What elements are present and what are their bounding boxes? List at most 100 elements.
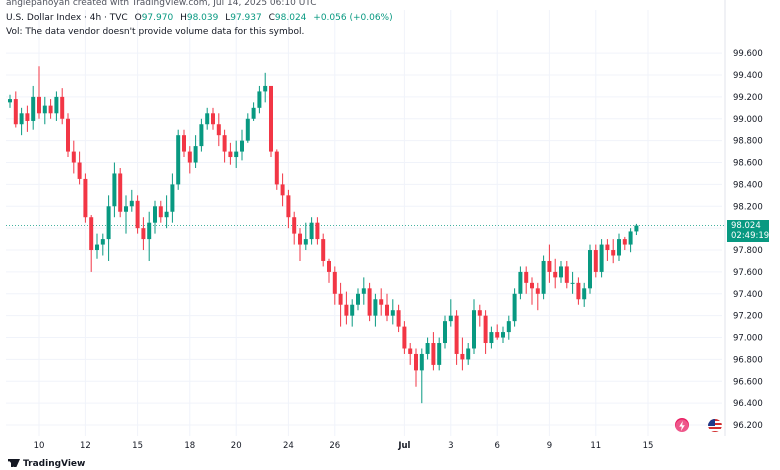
- y-tick-label: 96.200: [733, 421, 763, 431]
- candle-body-down: [286, 195, 291, 218]
- candle-body-down: [83, 178, 88, 218]
- candle-body-up: [95, 244, 99, 251]
- candle-body-up: [390, 310, 395, 316]
- candle-body-up: [193, 146, 198, 163]
- candle-body-up: [112, 173, 117, 207]
- candle-body-up: [628, 231, 633, 245]
- candle-body-down: [564, 266, 569, 283]
- candle-body-up: [425, 343, 430, 354]
- candle-body-up: [164, 211, 169, 218]
- y-tick-label: 99.200: [733, 93, 763, 103]
- candle-body-up: [245, 118, 250, 141]
- candle-body-up: [350, 304, 355, 316]
- low-value: 97.937: [230, 13, 262, 23]
- candle-body-down: [89, 217, 94, 251]
- x-tick-label: 18: [184, 441, 195, 451]
- candle-body-up: [153, 206, 157, 223]
- candle-body-down: [182, 135, 186, 152]
- y-tick-label: 98.200: [733, 202, 763, 212]
- candle-body-down: [622, 239, 627, 245]
- candle-body-up: [263, 85, 268, 92]
- candle-body-down: [292, 217, 297, 234]
- candle-body-down: [327, 260, 331, 272]
- candle-body-down: [495, 332, 500, 338]
- candle-body-up: [19, 113, 24, 125]
- y-tick-label: 98.800: [733, 137, 763, 147]
- tradingview-logo[interactable]: TradingView: [8, 459, 85, 469]
- candle-body-up: [147, 222, 152, 240]
- candle-body-up: [570, 282, 575, 284]
- candle-body-down: [216, 124, 221, 136]
- symbol-title[interactable]: U.S. Dollar Index · 4h · TVC: [6, 13, 128, 23]
- candle-body-down: [321, 239, 326, 261]
- candle-body-down: [269, 85, 273, 152]
- candle-body-up: [129, 200, 134, 207]
- candle-body-down: [535, 288, 540, 294]
- candle-body-up: [257, 91, 262, 108]
- x-tick-label: 9: [547, 441, 552, 451]
- candle-body-up: [466, 348, 471, 360]
- candle-body-down: [576, 282, 581, 300]
- candle-body-down: [379, 299, 384, 305]
- x-tick-label: 10: [34, 441, 45, 451]
- candle-body-down: [315, 222, 320, 240]
- candle-body-down: [48, 105, 53, 114]
- x-tick-label: 3: [448, 441, 453, 451]
- candle-body-up: [8, 99, 12, 103]
- candle-body-down: [477, 310, 482, 316]
- last-price-tag: 98.024 02:49:19: [727, 219, 770, 242]
- candle-body-up: [559, 266, 563, 278]
- us-flag-event-icon[interactable]: [708, 418, 722, 432]
- y-tick-label: 96.600: [733, 377, 763, 387]
- x-tick-label: 26: [329, 441, 340, 451]
- y-tick-label: 97.200: [733, 312, 763, 322]
- candle-body-up: [419, 353, 424, 371]
- high-value: 98.039: [186, 13, 219, 23]
- candle-body-down: [454, 315, 459, 354]
- x-tick-label: 20: [231, 441, 242, 451]
- candle-body-up: [100, 239, 105, 245]
- candle-body-down: [66, 118, 70, 152]
- last-price-value: 98.024: [731, 220, 761, 231]
- close-value: 98.024: [274, 13, 307, 23]
- candle-body-up: [506, 321, 511, 333]
- candle-body-down: [367, 288, 372, 316]
- y-tick-label: 99.400: [733, 71, 763, 81]
- candle-body-down: [274, 151, 279, 185]
- candle-body-up: [124, 206, 128, 212]
- candle-body-up: [234, 151, 239, 158]
- x-tick-label: 24: [283, 441, 294, 451]
- candle-body-down: [25, 113, 30, 121]
- candle-body-up: [541, 260, 546, 294]
- candle-body-down: [211, 113, 215, 125]
- candle-body-up: [240, 140, 244, 152]
- y-tick-label: 97.000: [733, 334, 763, 344]
- candle-body-down: [431, 343, 436, 365]
- candle-body-up: [472, 310, 476, 349]
- candle-body-down: [593, 250, 598, 272]
- high-label: H: [180, 13, 187, 23]
- candle-body-down: [338, 293, 343, 305]
- x-tick-label: Jul: [397, 441, 410, 451]
- y-tick-label: 98.400: [733, 180, 763, 190]
- candle-body-down: [611, 250, 616, 256]
- candle-body-down: [524, 271, 529, 283]
- volume-note: Vol: The data vendor doesn't provide vol…: [6, 27, 305, 37]
- candle-body-up: [303, 239, 308, 245]
- candle-body-up: [617, 239, 621, 256]
- candle-body-down: [222, 135, 227, 152]
- x-tick-label: 11: [590, 441, 601, 451]
- y-tick-label: 96.400: [733, 399, 763, 409]
- candle-body-down: [60, 96, 65, 119]
- bar-countdown: 02:49:19: [731, 230, 770, 241]
- candle-body-down: [344, 304, 349, 316]
- candle-body-up: [518, 271, 523, 294]
- lightning-event-icon[interactable]: [675, 418, 689, 433]
- candle-body-up: [31, 96, 36, 121]
- candle-body-down: [553, 271, 558, 278]
- candle-body-up: [42, 105, 47, 114]
- candle-body-down: [77, 162, 82, 179]
- candle-body-up: [251, 107, 256, 119]
